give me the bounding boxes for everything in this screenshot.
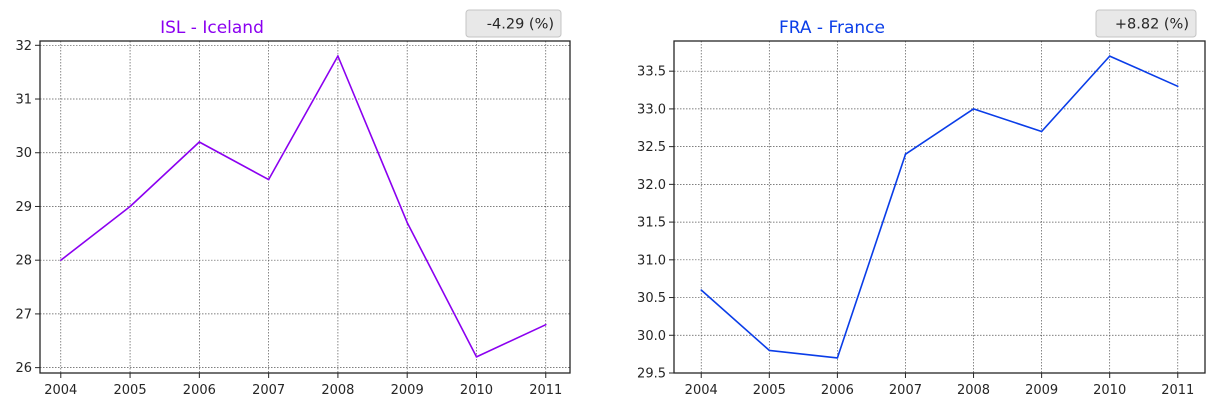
y-tick-label: 31.5 xyxy=(637,216,666,231)
data-point xyxy=(337,55,339,57)
x-tick-label: 2009 xyxy=(391,383,424,398)
y-tick-label: 26 xyxy=(15,361,32,376)
data-point xyxy=(475,356,478,358)
y-tick-label: 33.5 xyxy=(637,65,666,80)
y-tick-label: 33.0 xyxy=(637,102,666,117)
y-tick-label: 30.5 xyxy=(637,291,666,306)
data-point xyxy=(1040,130,1043,133)
change-badge xyxy=(465,9,562,38)
series-line xyxy=(700,55,1179,359)
x-tick-label: 2010 xyxy=(1093,383,1126,398)
data-point xyxy=(972,108,975,110)
data-point xyxy=(59,259,62,261)
y-tick-label: 32 xyxy=(15,39,32,54)
y-tick-label: 29 xyxy=(15,200,32,215)
x-tick-label: 2008 xyxy=(321,383,354,398)
x-tick-label: 2009 xyxy=(1025,383,1058,398)
data-point xyxy=(768,349,771,352)
chart-title: ISL - Iceland xyxy=(160,18,264,38)
data-point xyxy=(198,141,201,143)
x-tick-label: 2007 xyxy=(889,383,922,398)
y-tick-label: 29.5 xyxy=(637,367,666,382)
data-point xyxy=(406,221,408,224)
x-tick-label: 2005 xyxy=(753,383,786,398)
x-tick-label: 2004 xyxy=(685,383,718,398)
x-tick-label: 2006 xyxy=(183,383,216,398)
data-point xyxy=(1108,55,1111,57)
series-line xyxy=(60,55,547,358)
y-tick-label: 32.0 xyxy=(637,178,666,193)
chart-title: FRA - France xyxy=(779,18,885,38)
y-tick-label: 30.0 xyxy=(637,329,666,344)
x-tick-label: 2011 xyxy=(1161,383,1194,398)
data-point xyxy=(700,289,703,291)
data-point xyxy=(544,323,547,326)
y-tick-label: 30 xyxy=(15,146,32,161)
y-tick-label: 31 xyxy=(15,93,32,108)
x-tick-label: 2011 xyxy=(529,383,562,398)
chart-iceland: 2004 2005 2006 2007 2008 2009 2010 2011 26 27 28 29… xyxy=(15,9,571,398)
plot-frame xyxy=(673,40,1206,374)
data-point xyxy=(1176,85,1179,88)
x-tick-label: 2006 xyxy=(821,383,854,398)
data-point xyxy=(836,357,839,359)
y-tick-label: 31.0 xyxy=(637,253,666,268)
x-tick-label: 2007 xyxy=(252,383,285,398)
y-tick-label: 32.5 xyxy=(637,140,666,155)
chart-france: 2004 2005 2006 2007 2008 2009 2010 2011 29.5 30.0… xyxy=(637,9,1206,398)
x-tick-label: 2004 xyxy=(44,383,77,398)
change-badge-label: -4.29 (%) xyxy=(487,17,554,33)
data-point xyxy=(129,205,131,208)
x-tick-label: 2008 xyxy=(957,383,990,398)
data-point xyxy=(904,153,907,155)
data-point xyxy=(267,178,270,181)
change-badge-label: +8.82 (%) xyxy=(1115,17,1189,33)
x-tick-label: 2005 xyxy=(114,383,147,398)
plot-frame xyxy=(39,40,571,374)
change-badge xyxy=(1095,9,1197,38)
y-tick-label: 27 xyxy=(15,307,32,322)
x-tick-label: 2010 xyxy=(460,383,493,398)
y-tick-label: 28 xyxy=(15,254,32,269)
